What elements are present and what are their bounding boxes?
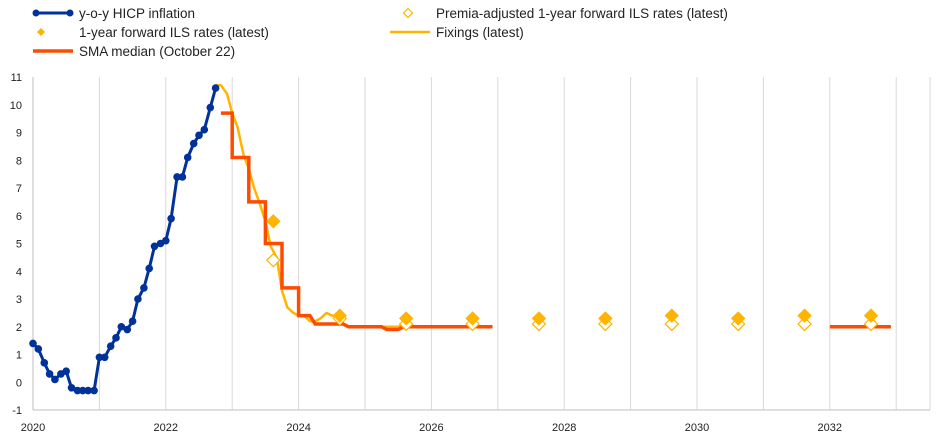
legend-label: Fixings (latest) bbox=[436, 25, 524, 40]
y-tick-label: 2 bbox=[16, 322, 22, 334]
hicp-inflation-point bbox=[206, 103, 215, 112]
premia-adjusted-ils-point bbox=[797, 316, 812, 332]
forward-ils-point bbox=[531, 311, 547, 326]
hicp-inflation-point bbox=[29, 339, 37, 348]
y-tick-label: 4 bbox=[16, 266, 22, 278]
legend-item: 1-year forward ILS rates (latest) bbox=[37, 25, 269, 40]
forward-ils-point bbox=[398, 311, 414, 326]
legend-item: Premia-adjusted 1-year forward ILS rates… bbox=[402, 6, 728, 21]
legend-label: Premia-adjusted 1-year forward ILS rates… bbox=[436, 6, 728, 21]
y-tick-label: 1 bbox=[16, 350, 22, 362]
x-tick-label: 2030 bbox=[685, 422, 709, 434]
forward-ils-point bbox=[664, 308, 679, 323]
hicp-inflation-point bbox=[134, 295, 142, 303]
x-tick-label: 2026 bbox=[419, 422, 443, 434]
x-tick-label: 2022 bbox=[154, 422, 178, 434]
y-tick-label: 3 bbox=[16, 294, 22, 306]
hicp-inflation-point bbox=[62, 367, 70, 375]
hicp-inflation-point bbox=[211, 84, 220, 92]
hicp-inflation-point bbox=[79, 386, 87, 395]
premia-adjusted-ils-point bbox=[863, 316, 879, 332]
hicp-inflation-point bbox=[34, 345, 43, 353]
legend-label: y-o-y HICP inflation bbox=[79, 6, 195, 21]
hicp-inflation-point bbox=[84, 386, 92, 395]
legend-item: y-o-y HICP inflation bbox=[32, 6, 195, 21]
hicp-inflation-point bbox=[95, 353, 104, 362]
x-axis-tick-labels: 2020 2022 2024 2026 2028 2030 2032 bbox=[21, 422, 842, 434]
x-tick-label: 2020 bbox=[21, 422, 45, 434]
forward-ils-point bbox=[598, 311, 613, 326]
hicp-inflation-point bbox=[167, 214, 175, 223]
hicp-inflation-point bbox=[51, 375, 59, 384]
legend-marker bbox=[32, 9, 40, 17]
hicp-inflation-point bbox=[173, 173, 181, 181]
y-tick-label: 5 bbox=[16, 239, 22, 251]
hicp-inflation-point bbox=[162, 236, 170, 245]
hicp-inflation-point bbox=[145, 264, 153, 273]
series-layer bbox=[29, 84, 891, 395]
hicp-inflation-point bbox=[73, 386, 82, 395]
hicp-inflation-point bbox=[90, 386, 98, 395]
hicp-inflation-point bbox=[183, 153, 192, 162]
legend-label: SMA median (October 22) bbox=[79, 44, 235, 59]
hicp-inflation-point bbox=[178, 173, 187, 181]
y-tick-label: 10 bbox=[10, 100, 22, 112]
legend-label: 1-year forward ILS rates (latest) bbox=[79, 25, 269, 40]
forward-ils-point bbox=[332, 308, 347, 323]
y-tick-label: 8 bbox=[16, 155, 22, 167]
hicp-inflation-point bbox=[112, 334, 120, 342]
y-tick-label: 0 bbox=[16, 377, 22, 389]
forward-ils-point bbox=[465, 311, 480, 326]
x-tick-label: 2024 bbox=[286, 422, 310, 434]
sma-median-line bbox=[220, 111, 493, 332]
hicp-inflation-point bbox=[200, 125, 209, 134]
legend-marker bbox=[66, 9, 74, 17]
hicp-inflation-line bbox=[31, 87, 218, 393]
legend-swatch-premia bbox=[402, 7, 414, 19]
hicp-inflation-point bbox=[140, 284, 148, 292]
hicp-inflation-point bbox=[40, 359, 49, 367]
x-tick-label: 2028 bbox=[552, 422, 576, 434]
hicp-inflation-point bbox=[106, 342, 115, 350]
y-tick-label: 6 bbox=[16, 211, 22, 223]
hicp-inflation-point bbox=[100, 353, 109, 362]
hicp-inflation-point bbox=[150, 242, 159, 251]
premia-adjusted-ils-point bbox=[266, 252, 281, 268]
fixings-line bbox=[215, 84, 427, 329]
hicp-inflation-point bbox=[67, 384, 76, 392]
gridlines bbox=[98, 77, 931, 410]
y-tick-label: 11 bbox=[11, 72, 22, 84]
forward-ils-point bbox=[863, 308, 879, 323]
y-tick-label: 7 bbox=[16, 183, 22, 195]
hicp-inflation-point bbox=[189, 139, 198, 148]
x-tick-label: 2032 bbox=[818, 422, 842, 434]
legend-swatch-forward-ils bbox=[37, 28, 45, 36]
forward-ils-point bbox=[730, 311, 746, 326]
hicp-inflation-point bbox=[128, 317, 137, 326]
y-tick-label: -1 bbox=[12, 405, 22, 417]
hicp-inflation-point bbox=[45, 370, 54, 378]
axes bbox=[32, 77, 930, 411]
forward-ils-point bbox=[266, 214, 281, 229]
premia-adjusted-ils-point bbox=[664, 316, 680, 332]
hicp-inflation-point bbox=[117, 322, 126, 331]
y-tick-label: 9 bbox=[16, 128, 22, 140]
hicp-inflation-point bbox=[123, 325, 132, 334]
legend-item: Fixings (latest) bbox=[390, 25, 524, 40]
forward-ils-point bbox=[797, 308, 812, 323]
hicp-inflation-point bbox=[195, 131, 203, 140]
legend: y-o-y HICP inflation Premia-adjusted 1-ye… bbox=[32, 6, 728, 59]
legend-item: SMA median (October 22) bbox=[33, 44, 235, 59]
